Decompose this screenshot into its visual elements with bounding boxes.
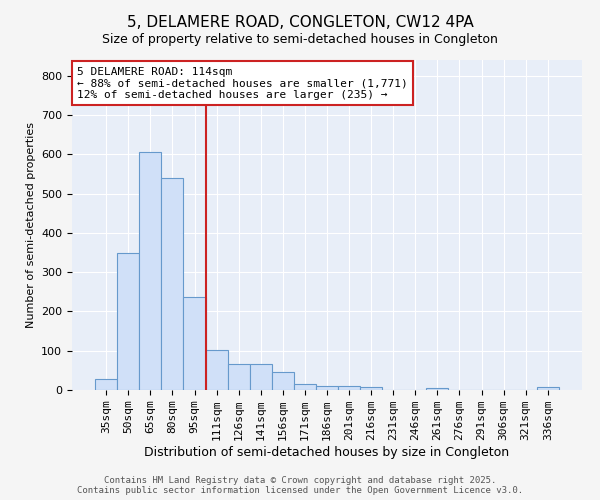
X-axis label: Distribution of semi-detached houses by size in Congleton: Distribution of semi-detached houses by …	[145, 446, 509, 459]
Bar	[360, 387, 382, 390]
Bar	[184, 297, 206, 390]
Bar	[338, 386, 360, 390]
Bar	[139, 152, 161, 390]
Bar	[427, 388, 448, 390]
Bar	[206, 350, 227, 390]
Bar	[294, 384, 316, 390]
Text: 5, DELAMERE ROAD, CONGLETON, CW12 4PA: 5, DELAMERE ROAD, CONGLETON, CW12 4PA	[127, 15, 473, 30]
Bar	[161, 178, 184, 390]
Text: Size of property relative to semi-detached houses in Congleton: Size of property relative to semi-detach…	[102, 32, 498, 46]
Y-axis label: Number of semi-detached properties: Number of semi-detached properties	[26, 122, 35, 328]
Bar	[537, 387, 559, 390]
Text: Contains HM Land Registry data © Crown copyright and database right 2025.
Contai: Contains HM Land Registry data © Crown c…	[77, 476, 523, 495]
Text: 5 DELAMERE ROAD: 114sqm
← 88% of semi-detached houses are smaller (1,771)
12% of: 5 DELAMERE ROAD: 114sqm ← 88% of semi-de…	[77, 66, 408, 100]
Bar	[316, 386, 338, 390]
Bar	[227, 364, 250, 390]
Bar	[95, 379, 117, 390]
Bar	[272, 372, 294, 390]
Bar	[117, 253, 139, 390]
Bar	[250, 364, 272, 390]
